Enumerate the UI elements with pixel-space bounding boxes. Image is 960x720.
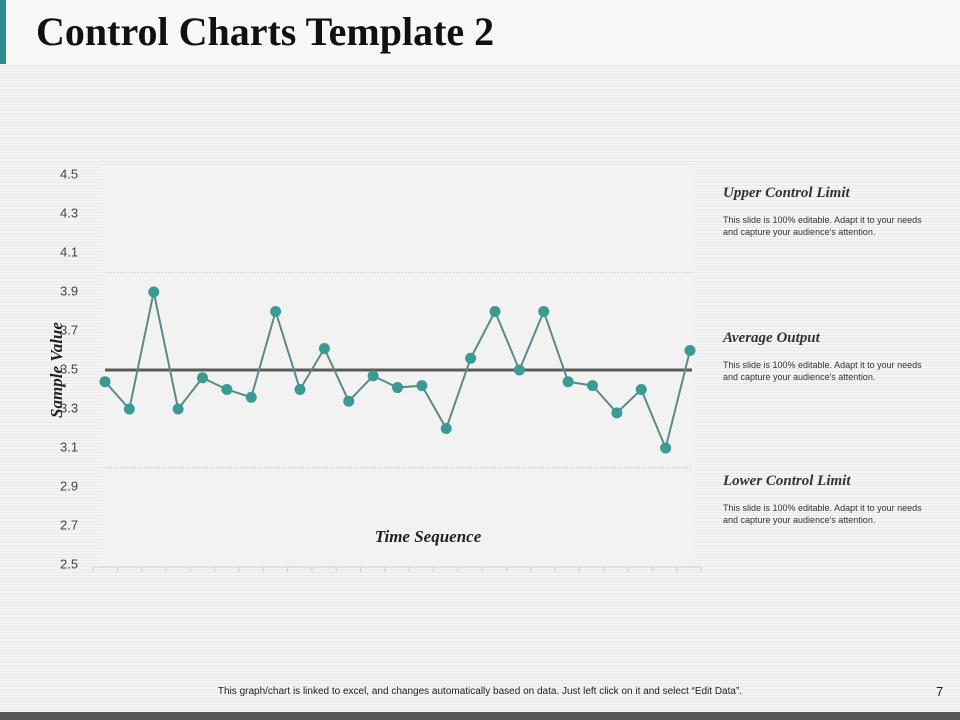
footer-note: This graph/chart is linked to excel, and…: [217, 686, 743, 697]
y-tick-label: 4.1: [60, 244, 78, 259]
y-tick-label: 3.5: [60, 361, 78, 376]
side-note: Lower Control Limit This slide is 100% e…: [723, 473, 933, 526]
data-point: [318, 343, 330, 355]
data-point: [123, 403, 135, 415]
y-tick-label: 4.3: [60, 205, 78, 220]
y-tick-label: 3.3: [60, 400, 78, 415]
data-point: [392, 382, 403, 394]
y-tick-label: 2.9: [60, 478, 78, 493]
data-point: [513, 364, 525, 376]
y-tick-label: 2.5: [60, 556, 78, 571]
data-point: [635, 384, 647, 395]
data-point: [294, 384, 306, 395]
y-tick-label: 3.7: [60, 322, 78, 337]
data-point: [684, 345, 696, 356]
y-axis-title: Sample Value: [47, 322, 66, 418]
y-tick-label: 3.9: [60, 283, 78, 298]
data-point: [611, 407, 623, 419]
data-point: [221, 384, 233, 395]
data-point: [270, 306, 282, 317]
data-point: [660, 442, 672, 454]
side-heading: Lower Control Limit: [723, 473, 851, 489]
data-point: [538, 306, 550, 317]
data-point: [367, 370, 379, 382]
data-point: [245, 391, 257, 403]
data-point: [587, 380, 598, 392]
data-point: [416, 380, 428, 392]
x-axis-title: Time Sequence: [375, 527, 482, 546]
data-point: [172, 403, 184, 415]
y-tick-label: 3.1: [60, 439, 78, 454]
data-point: [197, 372, 208, 384]
data-point: [489, 306, 501, 317]
side-heading: Average Output: [723, 330, 820, 346]
side-note: Average Output This slide is 100% editab…: [723, 330, 933, 383]
data-point: [465, 352, 477, 364]
side-text: This slide is 100% editable. Adapt it to…: [723, 503, 922, 525]
y-tick-label: 4.5: [60, 166, 78, 181]
data-point: [440, 423, 452, 434]
bottom-bar: [0, 712, 960, 720]
data-point: [562, 376, 574, 388]
side-note: Upper Control Limit This slide is 100% e…: [723, 185, 933, 238]
side-heading: Upper Control Limit: [723, 185, 850, 201]
page-number: 7: [936, 684, 944, 699]
title-accent: [0, 0, 6, 64]
side-text: This slide is 100% editable. Adapt it to…: [723, 215, 922, 237]
data-point: [99, 376, 111, 388]
slide-title: Control Charts Template 2: [36, 9, 495, 54]
data-point: [148, 286, 160, 298]
data-point: [343, 395, 355, 407]
plot-area: [100, 165, 695, 565]
title-bar: [0, 0, 960, 64]
side-text: This slide is 100% editable. Adapt it to…: [723, 360, 922, 382]
y-tick-label: 2.7: [60, 517, 78, 532]
